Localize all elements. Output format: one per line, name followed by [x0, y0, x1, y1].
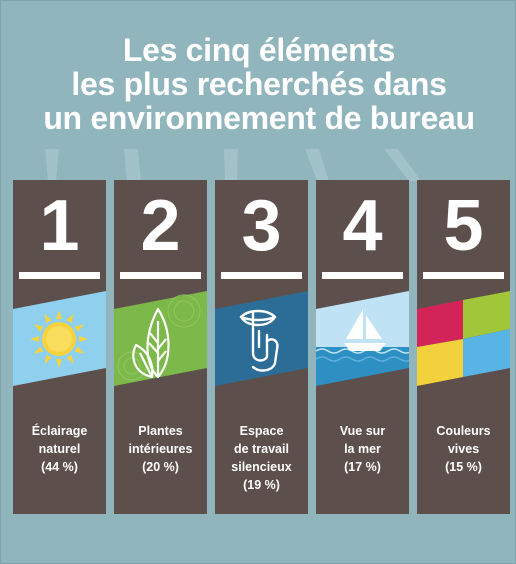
number-underline [322, 272, 403, 279]
number-underline [221, 272, 302, 279]
element-card-4: 4 Vue sur la mer (17 %) [316, 180, 409, 514]
sun-icon [13, 291, 106, 386]
element-card-3: 3 Espace de travail silencieux (19 %) [215, 180, 308, 514]
element-label: Plantes intérieures (20 %) [128, 424, 193, 474]
number-underline [19, 272, 100, 279]
element-card-5: 5 Couleurs vives (15 %) [417, 180, 510, 514]
element-label: Couleurs vives (15 %) [436, 424, 491, 474]
leaf-icon [114, 291, 207, 386]
rank-number: 1 [39, 186, 80, 266]
sailboat-icon [316, 291, 409, 386]
title-line-2: les plus recherchés dans [71, 66, 447, 102]
rank-number: 5 [443, 186, 484, 266]
element-label: Vue sur la mer (17 %) [339, 424, 386, 474]
rank-number: 2 [140, 186, 181, 266]
rank-number: 3 [241, 186, 282, 266]
element-card-1: 1 [13, 180, 106, 514]
rank-number: 4 [342, 186, 383, 266]
number-underline [120, 272, 201, 279]
color-blocks-icon [417, 291, 510, 386]
element-label: Éclairage naturel (44 %) [31, 424, 88, 474]
number-underline [423, 272, 504, 279]
page-title: Les cinq éléments les plus recherchés da… [1, 32, 515, 136]
title-line-3: un environnement de bureau [43, 100, 475, 136]
shush-icon [215, 291, 308, 386]
element-label: Espace de travail silencieux (19 %) [231, 424, 292, 492]
title-line-1: Les cinq éléments [122, 32, 396, 68]
element-card-2: 2 Plantes intérieures (20 %) [114, 180, 207, 514]
